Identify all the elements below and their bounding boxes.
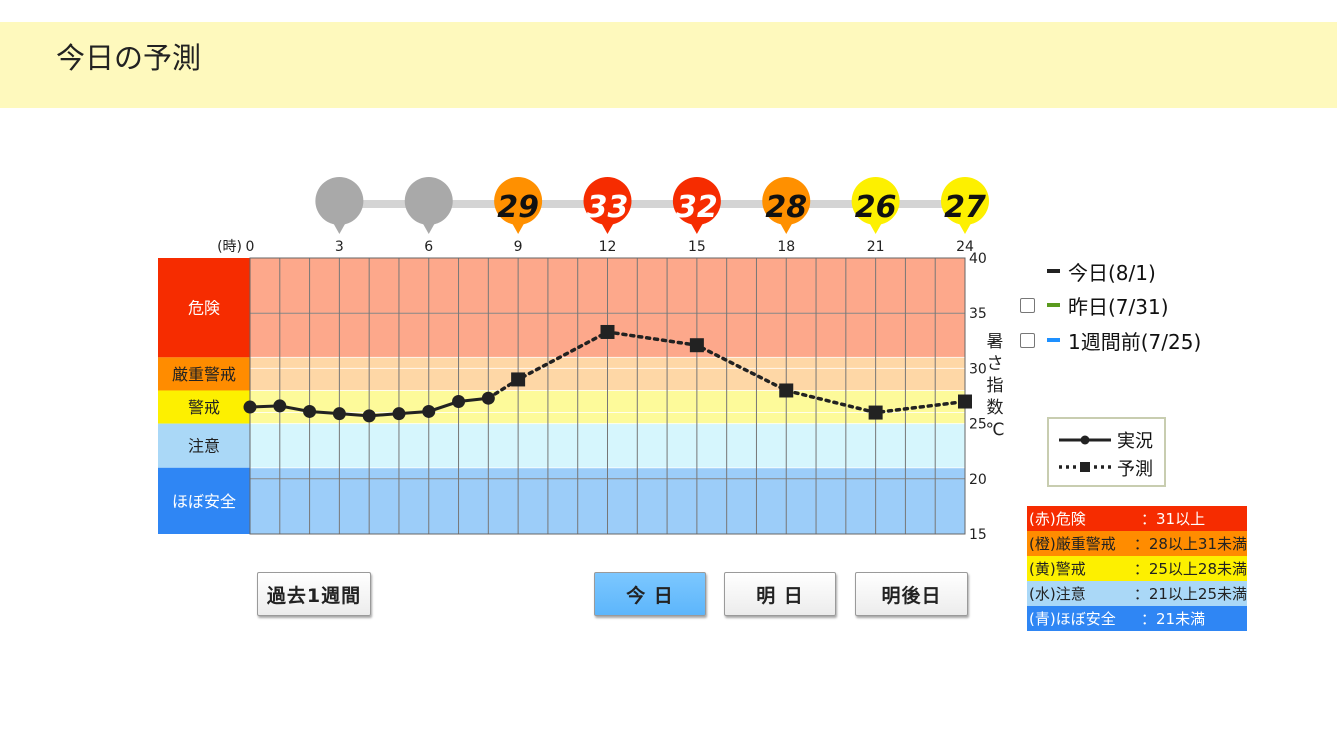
range-legend-row: (黄)警戒 ：25以上28未満 xyxy=(1027,556,1247,581)
actual-data-point xyxy=(392,407,406,421)
legend-today-label: 今日(8/1) xyxy=(1068,260,1156,285)
x-tick-label: 21 xyxy=(867,239,885,255)
y-tick-label: 25 xyxy=(969,417,987,433)
x-tick-label: 0 xyxy=(246,239,255,255)
forecast-legend-label: 予測 xyxy=(1117,459,1153,480)
forecast-data-point xyxy=(511,372,526,387)
band-label: ほぼ安全 xyxy=(172,492,236,511)
x-unit-label: (時) xyxy=(217,239,242,255)
actual-data-point xyxy=(273,399,287,413)
marker-pin-head xyxy=(762,177,811,225)
marker-pin-head xyxy=(941,177,989,225)
marker-value: 33 xyxy=(587,190,629,225)
actual-legend-label: 実況 xyxy=(1117,431,1153,452)
y-axis-label-char: さ xyxy=(987,354,1004,374)
header-bar xyxy=(0,22,1337,108)
forecast-data-point xyxy=(600,324,615,339)
band-label-cell xyxy=(158,423,250,468)
legend-yesterday-swatch xyxy=(1047,303,1060,307)
range-legend-name: (水)注意 xyxy=(1029,585,1086,603)
marker-value: 27 xyxy=(944,190,986,225)
marker-pin-head xyxy=(404,177,453,225)
forecast-data-point xyxy=(958,394,972,409)
range-legend-row: (橙)厳重警戒 ：28以上31未満 xyxy=(1027,531,1247,556)
actual-data-point xyxy=(362,409,376,423)
actual-data-point xyxy=(452,395,466,409)
band-label-cell xyxy=(158,390,250,424)
y-tick-label: 15 xyxy=(969,527,987,543)
range-legend-row: (赤)危険 ：31以上 xyxy=(1027,506,1247,531)
past-week-button[interactable]: 過去1週間 xyxy=(257,572,371,616)
x-tick-label: 3 xyxy=(335,239,344,255)
yesterday-checkbox[interactable] xyxy=(1020,297,1035,313)
range-legend-range: ：25以上28未満 xyxy=(1133,560,1247,578)
marker-value: 26 xyxy=(855,190,897,225)
legend-yesterday[interactable]: 昨日(7/31) xyxy=(1020,292,1169,319)
line-style-legend-icons xyxy=(1059,435,1111,472)
range-legend-name: (青)ほぼ安全 xyxy=(1029,610,1116,628)
page-title: 今日の予測 xyxy=(56,41,202,75)
x-tick-label: 12 xyxy=(599,239,617,255)
forecast-data-point xyxy=(868,405,883,420)
y-axis-label-char: 暑 xyxy=(987,332,1004,352)
legend-last-week[interactable]: 1週間前(7/25) xyxy=(1020,327,1202,354)
actual-data-point xyxy=(243,400,257,414)
x-tick-label: 18 xyxy=(777,239,795,255)
marker-pin-head xyxy=(315,177,364,225)
forecast-point-icon xyxy=(1080,462,1090,472)
band-label-cell xyxy=(158,357,250,391)
range-legend-name: (黄)警戒 xyxy=(1029,560,1086,578)
legend-last-week-label: 1週間前(7/25) xyxy=(1068,329,1202,354)
marker-value: 29 xyxy=(497,190,539,225)
y-tick-label: 30 xyxy=(969,361,987,377)
band-label: 厳重警戒 xyxy=(172,365,236,384)
y-axis-label-char: 数 xyxy=(987,398,1004,418)
last-week-checkbox[interactable] xyxy=(1020,332,1035,348)
legend-last-week-swatch xyxy=(1047,338,1060,342)
range-legend-range: ：31以上 xyxy=(1141,510,1206,528)
actual-data-point xyxy=(422,404,436,418)
today-button[interactable]: 今 日 xyxy=(594,572,706,616)
range-legend-range: ：21以上25未満 xyxy=(1133,585,1247,603)
band-label: 注意 xyxy=(188,437,220,456)
y-tick-label: 40 xyxy=(969,251,987,267)
legend-today-swatch xyxy=(1047,269,1060,273)
x-tick-label: 15 xyxy=(688,239,706,255)
band-label: 警戒 xyxy=(188,398,220,417)
band-label-cell xyxy=(158,467,250,534)
y-tick-label: 20 xyxy=(969,472,987,488)
marker-pin-head xyxy=(672,177,721,225)
marker-value: 28 xyxy=(765,190,807,225)
legend-today: 今日(8/1) xyxy=(1020,258,1156,285)
legend-yesterday-label: 昨日(7/31) xyxy=(1068,294,1169,319)
actual-data-point xyxy=(332,407,346,421)
marker-pin-head xyxy=(494,177,543,225)
range-legend-range: ：21未満 xyxy=(1141,610,1206,628)
marker-value: 32 xyxy=(676,190,718,225)
x-tick-label: 9 xyxy=(514,239,523,255)
band-label: 危険 xyxy=(188,299,220,318)
range-legend-name: (橙)厳重警戒 xyxy=(1029,535,1116,553)
line-style-legend: 実況 予測 xyxy=(1047,417,1166,487)
actual-point-icon xyxy=(1080,435,1090,445)
range-legend-row: (青)ほぼ安全 ：21未満 xyxy=(1027,606,1247,631)
marker-pin-head xyxy=(851,177,900,225)
actual-data-point xyxy=(303,404,317,418)
day-after-tomorrow-button[interactable]: 明後日 xyxy=(855,572,968,616)
range-legend-name: (赤)危険 xyxy=(1029,510,1086,528)
range-legend: (赤)危険 ：31以上 (橙)厳重警戒 ：28以上31未満 (黄)警戒 ：25以… xyxy=(1027,506,1247,631)
y-tick-label: 35 xyxy=(969,306,987,322)
x-tick-label: 6 xyxy=(424,239,433,255)
tomorrow-button[interactable]: 明 日 xyxy=(724,572,836,616)
forecast-data-point xyxy=(779,383,794,398)
y-axis-label-char: 指 xyxy=(987,376,1004,396)
marker-pin-head xyxy=(583,177,632,225)
forecast-data-point xyxy=(689,338,704,353)
y-axis-label-char: ℃ xyxy=(985,420,1004,440)
band-label-cell xyxy=(158,258,250,358)
range-legend-range: ：28以上31未満 xyxy=(1133,535,1247,553)
x-tick-label: 24 xyxy=(956,239,974,255)
range-legend-row: (水)注意 ：21以上25未満 xyxy=(1027,581,1247,606)
